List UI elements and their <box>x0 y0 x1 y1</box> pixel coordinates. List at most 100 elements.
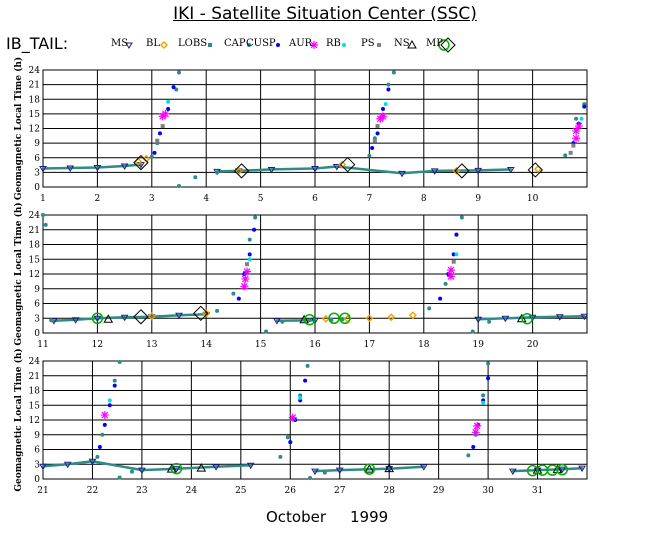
y-tick-label: 15 <box>29 401 41 411</box>
x-tick-label: 20 <box>527 340 539 350</box>
data-point <box>340 317 345 322</box>
data-point <box>438 296 443 301</box>
y-tick-label: 3 <box>34 460 40 470</box>
data-point <box>454 163 470 179</box>
data-point <box>508 468 517 476</box>
data-point <box>383 102 388 107</box>
series-aur <box>240 266 455 291</box>
data-point <box>285 435 290 440</box>
data-point <box>234 168 243 175</box>
data-point <box>71 317 80 324</box>
legend-marker-cap <box>247 43 251 47</box>
data-point <box>66 165 75 172</box>
y-tick-label: 21 <box>29 372 40 382</box>
data-point <box>419 464 428 471</box>
x-tick-label: 23 <box>136 486 148 496</box>
x-tick-label: 6 <box>312 194 318 204</box>
x-tick-label: 21 <box>37 486 48 496</box>
x-tick-label: 15 <box>255 340 267 350</box>
legend-label-cusp: CUSP <box>246 38 276 49</box>
data-point <box>447 272 455 281</box>
data-point <box>574 116 579 121</box>
footer-month: October <box>266 508 327 526</box>
legend-label-bl: BL <box>146 38 160 49</box>
data-point <box>91 312 104 324</box>
data-point <box>387 313 396 322</box>
y-tick-label: 21 <box>29 81 40 91</box>
legend-label-cap: CAP <box>224 38 246 49</box>
data-point <box>196 463 207 472</box>
data-point <box>166 107 171 111</box>
series-mp <box>170 462 569 477</box>
data-point <box>171 85 176 90</box>
legend-marker-cusp <box>276 43 280 47</box>
data-point <box>527 162 544 178</box>
data-point <box>454 252 459 257</box>
series-ms <box>39 458 586 476</box>
y-axis-label: Geomagnetic Local Time (h) <box>13 202 24 345</box>
data-point <box>234 166 243 175</box>
data-point <box>39 463 47 471</box>
data-point <box>63 461 72 469</box>
data-point <box>459 215 464 220</box>
y-tick-label: 3 <box>34 314 40 324</box>
y-tick-label: 15 <box>29 110 41 120</box>
y-tick-label: 9 <box>34 139 40 149</box>
legend-marker-mp <box>438 39 450 51</box>
data-point <box>280 319 285 324</box>
page-title: IKI - Satellite Situation Center (SSC) <box>0 4 650 24</box>
data-point <box>233 163 250 179</box>
x-tick-label: 10 <box>527 194 539 204</box>
y-tick-label: 9 <box>34 431 40 441</box>
y-tick-label: 6 <box>34 300 40 310</box>
data-point <box>247 257 252 262</box>
data-point <box>568 150 573 155</box>
legend-markers <box>125 37 456 53</box>
data-point <box>372 138 377 143</box>
data-point <box>339 156 356 173</box>
satellite-label: IB_TAIL: <box>6 34 69 53</box>
series-open-diamond <box>133 305 209 325</box>
legend-marker-ns <box>407 39 417 49</box>
x-tick-label: 28 <box>383 486 395 496</box>
data-point <box>212 464 220 471</box>
data-point <box>506 166 515 174</box>
data-point <box>379 112 387 121</box>
data-point <box>578 465 586 473</box>
x-tick-label: 27 <box>334 486 346 496</box>
data-point <box>39 165 47 173</box>
y-tick-label: 12 <box>29 270 40 280</box>
data-point <box>486 376 491 381</box>
data-point <box>117 359 122 364</box>
x-tick-label: 22 <box>87 486 98 496</box>
y-tick-label: 9 <box>34 285 40 295</box>
data-point <box>175 312 183 320</box>
data-point <box>97 445 102 450</box>
x-tick-label: 4 <box>203 194 209 204</box>
data-point <box>332 164 341 171</box>
y-tick-label: 24 <box>29 357 41 367</box>
data-point <box>521 312 533 325</box>
data-point <box>193 175 198 180</box>
y-tick-label: 0 <box>34 329 40 339</box>
data-point <box>130 469 135 474</box>
data-point <box>107 398 112 403</box>
data-point <box>177 184 181 189</box>
legend-marker-lobs <box>208 43 212 47</box>
data-point <box>451 259 456 264</box>
data-point <box>100 411 109 420</box>
data-point <box>572 134 581 143</box>
data-point <box>174 87 179 92</box>
data-point <box>303 378 308 383</box>
y-tick-label: 0 <box>34 475 40 485</box>
y-tick-label: 24 <box>29 66 41 76</box>
data-point <box>481 393 486 398</box>
data-point <box>41 213 45 217</box>
series-rb <box>247 252 459 262</box>
series-aur <box>100 411 482 437</box>
series-ns <box>103 313 527 324</box>
data-point <box>264 329 269 334</box>
legend: IB_TAIL: MS BL LOBS CAP CUSP AUR RB PS NS MP <box>6 34 646 54</box>
legend-label-mp: MP <box>426 38 443 49</box>
